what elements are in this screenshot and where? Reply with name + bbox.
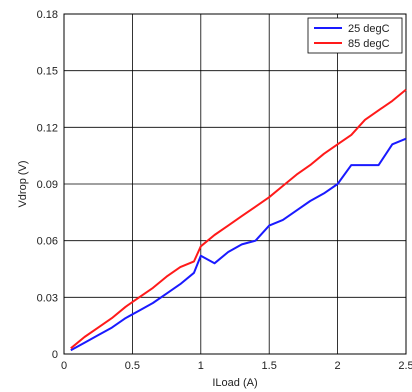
x-tick-label: 0 bbox=[61, 360, 67, 372]
y-tick-label: 0.12 bbox=[37, 122, 58, 134]
x-tick-label: 1 bbox=[198, 360, 204, 372]
series-line-85-degc bbox=[70, 88, 407, 350]
y-tick-label: 0.15 bbox=[37, 66, 58, 78]
grid-lines bbox=[63, 13, 407, 355]
x-tick-label: 0.5 bbox=[125, 360, 140, 372]
y-tick-label: 0.03 bbox=[37, 292, 58, 304]
y-tick-label: 0.09 bbox=[37, 179, 58, 191]
y-tick-label: 0.06 bbox=[37, 236, 58, 248]
x-axis-label: ILoad (A) bbox=[212, 377, 257, 389]
series-line-25-degc bbox=[70, 137, 407, 352]
x-tick-label: 2.5 bbox=[398, 360, 412, 372]
y-tick-label: 0 bbox=[52, 349, 58, 361]
legend-label-85-degc: 85 degC bbox=[348, 38, 390, 50]
x-tick-label: 2 bbox=[335, 360, 341, 372]
legend-box bbox=[307, 17, 403, 54]
y-axis-ticks: 0 0.03 0.06 0.09 0.12 0.15 0.18 bbox=[37, 9, 58, 361]
legend: 25 degC 85 degC bbox=[307, 17, 403, 54]
series-lines bbox=[70, 88, 407, 352]
plot-frame bbox=[63, 13, 407, 355]
x-tick-label: 1.5 bbox=[262, 360, 277, 372]
y-axis-label: Vdrop (V) bbox=[17, 160, 29, 207]
legend-label-25-degc: 25 degC bbox=[348, 23, 390, 35]
x-axis-ticks: 0 0.5 1 1.5 2 2.5 bbox=[61, 360, 412, 372]
y-tick-label: 0.18 bbox=[37, 9, 58, 21]
